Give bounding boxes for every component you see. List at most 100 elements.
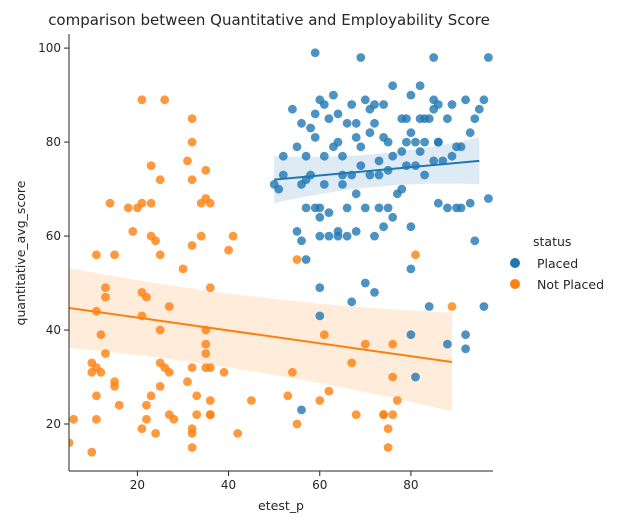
data-point-0 <box>420 170 429 180</box>
data-point-0 <box>420 137 429 147</box>
y-tick-label: 20 <box>46 417 61 431</box>
data-point-1 <box>69 438 74 448</box>
data-point-1 <box>155 325 165 335</box>
data-point-0 <box>411 372 420 382</box>
data-point-0 <box>429 53 439 62</box>
data-point-0 <box>443 203 452 213</box>
data-point-0 <box>406 330 416 340</box>
data-point-0 <box>315 283 325 293</box>
data-point-1 <box>192 391 202 401</box>
data-point-0 <box>338 180 347 189</box>
data-point-0 <box>342 203 352 213</box>
data-point-1 <box>101 349 110 358</box>
data-point-0 <box>406 90 416 100</box>
data-point-0 <box>456 203 466 213</box>
data-point-0 <box>351 189 361 199</box>
data-point-0 <box>374 170 384 180</box>
data-point-1 <box>87 447 97 457</box>
data-point-1 <box>388 410 398 419</box>
data-point-0 <box>424 114 434 123</box>
data-point-1 <box>201 349 211 358</box>
data-point-1 <box>164 302 174 311</box>
data-point-1 <box>205 396 215 405</box>
x-tick-label: 20 <box>130 478 145 492</box>
data-point-0 <box>370 288 379 297</box>
legend-marker-not-placed <box>510 279 520 289</box>
data-point-1 <box>110 382 119 391</box>
data-point-0 <box>342 118 352 128</box>
data-point-1 <box>347 358 357 368</box>
data-point-0 <box>297 405 306 415</box>
data-point-1 <box>151 429 161 438</box>
data-point-0 <box>356 161 366 171</box>
data-point-0 <box>447 100 457 109</box>
data-point-1 <box>233 429 243 438</box>
data-point-1 <box>142 414 151 424</box>
data-point-1 <box>187 443 197 452</box>
data-point-1 <box>146 198 156 208</box>
data-point-0 <box>370 100 379 109</box>
data-point-0 <box>338 151 347 161</box>
data-point-0 <box>333 109 343 119</box>
data-point-1 <box>383 424 393 434</box>
data-point-0 <box>388 151 398 161</box>
data-point-0 <box>479 95 489 105</box>
data-point-0 <box>356 53 366 62</box>
data-point-0 <box>379 222 388 232</box>
data-point-1 <box>164 367 174 377</box>
data-point-1 <box>379 410 388 419</box>
x-axis-label: etest_p <box>258 498 304 513</box>
data-point-1 <box>196 231 206 241</box>
data-point-1 <box>205 363 215 372</box>
data-point-0 <box>406 264 416 274</box>
data-point-0 <box>365 170 375 180</box>
data-point-0 <box>278 170 288 180</box>
data-point-1 <box>292 419 302 429</box>
data-point-0 <box>415 147 425 156</box>
data-point-0 <box>310 133 320 142</box>
data-point-0 <box>278 151 288 161</box>
data-point-0 <box>310 48 320 58</box>
legend-label-placed: Placed <box>537 256 578 271</box>
data-point-0 <box>370 231 379 241</box>
data-point-1 <box>160 95 170 105</box>
data-point-0 <box>338 170 347 180</box>
data-point-0 <box>301 255 311 264</box>
data-point-0 <box>324 231 334 241</box>
data-point-0 <box>406 128 416 138</box>
data-point-1 <box>187 114 197 123</box>
data-point-0 <box>443 114 452 123</box>
data-point-1 <box>192 410 202 419</box>
data-point-0 <box>315 203 325 213</box>
data-point-1 <box>288 367 297 377</box>
data-point-0 <box>319 180 329 189</box>
data-point-1 <box>187 175 197 185</box>
data-point-0 <box>383 137 393 147</box>
data-point-1 <box>388 372 398 382</box>
data-point-1 <box>392 396 402 405</box>
y-tick-label: 80 <box>46 135 61 149</box>
data-point-0 <box>333 231 343 241</box>
data-point-0 <box>443 339 452 349</box>
data-point-1 <box>201 339 211 349</box>
data-point-1 <box>142 292 151 302</box>
data-point-1 <box>101 283 110 293</box>
data-point-0 <box>470 114 480 123</box>
data-point-1 <box>187 363 197 372</box>
data-point-0 <box>433 198 443 208</box>
data-point-0 <box>456 142 466 152</box>
legend: status Placed Not Placed <box>510 234 604 292</box>
data-point-0 <box>315 231 325 241</box>
regression-line-0 <box>274 159 480 181</box>
data-point-1 <box>155 382 165 391</box>
data-point-0 <box>365 128 375 138</box>
data-point-0 <box>406 222 416 232</box>
data-point-1 <box>201 165 211 175</box>
data-point-0 <box>324 208 334 218</box>
data-point-1 <box>123 203 133 213</box>
data-point-0 <box>347 100 357 109</box>
data-point-0 <box>479 302 489 311</box>
data-point-1 <box>224 245 234 255</box>
data-point-1 <box>383 443 393 452</box>
confidence-band-1 <box>69 268 452 412</box>
